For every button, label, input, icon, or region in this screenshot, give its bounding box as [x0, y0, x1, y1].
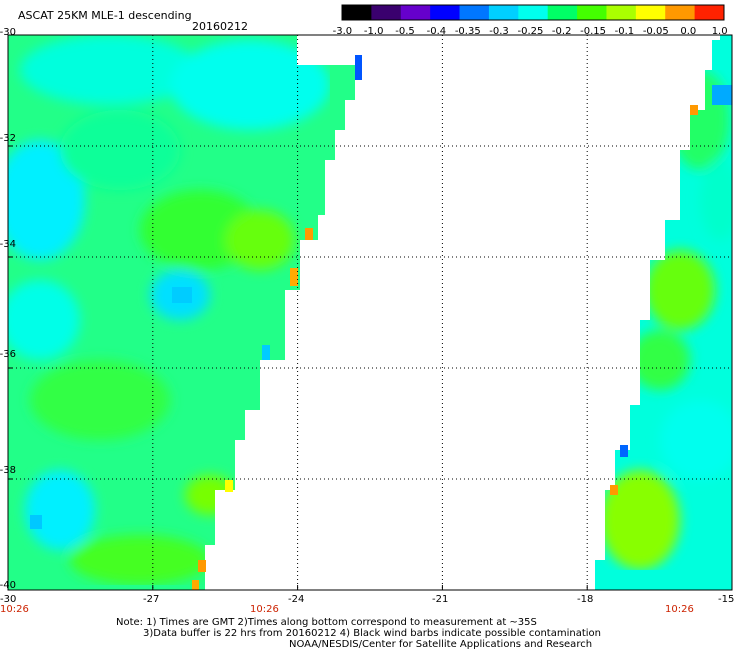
lon-label: -18: [577, 594, 594, 605]
colorbar-swatch: [577, 5, 607, 20]
colorbar-swatch: [635, 5, 666, 20]
colorbar-label: -1.0: [363, 26, 384, 37]
colorbar-swatch: [430, 5, 461, 20]
colorbar-swatch: [694, 5, 725, 20]
lat-label: -32: [0, 133, 16, 144]
colorbar-frame: [341, 4, 725, 21]
colorbar-label: 0.0: [680, 26, 697, 37]
map-title: ASCAT 25KM MLE-1 descending: [18, 9, 192, 22]
axis-ticks: [7, 34, 733, 591]
colorbar-swatch: [371, 5, 402, 20]
colorbar-swatch: [518, 5, 549, 20]
colorbar-label: -0.5: [395, 26, 415, 37]
colorbar-swatch: [400, 5, 431, 20]
colorbar-label: -0.1: [614, 26, 635, 37]
swath-time: 10:26: [0, 604, 29, 615]
colorbar-swatch: [488, 5, 519, 20]
lat-label: -36: [0, 349, 16, 360]
east-swath: [595, 35, 732, 590]
lon-label: -24: [288, 594, 305, 605]
lon-label: -30: [0, 594, 17, 605]
swath-time: 10:26: [250, 604, 279, 615]
note-line-3: NOAA/NESDIS/Center for Satellite Applica…: [289, 639, 593, 650]
lat-label: -38: [0, 465, 16, 476]
colorbar-label: -0.05: [642, 26, 669, 37]
colorbar-label: -0.3: [489, 26, 509, 37]
lon-label: -27: [143, 594, 160, 605]
map-date: 20160212: [192, 20, 248, 33]
colorbar-label: -0.4: [426, 26, 447, 37]
colorbar-swatch: [459, 5, 490, 20]
lon-label: -15: [718, 594, 735, 605]
colorbar-swatch: [606, 5, 637, 20]
lat-label: -34: [0, 239, 16, 250]
colorbar-label: -0.2: [551, 26, 572, 37]
colorbar-swatch: [342, 5, 372, 20]
swath-time: 10:26: [665, 604, 694, 615]
colorbar-swatch: [547, 5, 578, 20]
colorbar-label: -3.0: [332, 26, 353, 37]
lon-label: -21: [432, 594, 449, 605]
map-frame: [7, 34, 733, 591]
colorbar-label: -0.25: [517, 26, 544, 37]
lat-label: -30: [0, 27, 16, 38]
colorbar-label: 1.0: [711, 26, 728, 37]
lat-label: -40: [0, 580, 16, 591]
colorbar-label: -0.35: [454, 26, 481, 37]
colorbar: [342, 5, 725, 20]
lat-lon-grid: [8, 35, 732, 590]
note-line-2: 3)Data buffer is 22 hrs from 20160212 4)…: [143, 628, 601, 639]
colorbar-label: -0.15: [580, 26, 607, 37]
note-line-1: Note: 1) Times are GMT 2)Times along bot…: [116, 617, 537, 628]
west-swath: [8, 35, 355, 590]
colorbar-swatch: [665, 5, 696, 20]
